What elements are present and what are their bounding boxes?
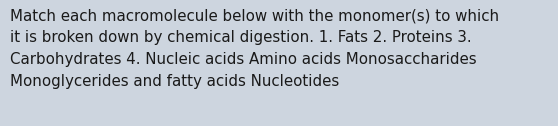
Text: Match each macromolecule below with the monomer(s) to which
it is broken down by: Match each macromolecule below with the … <box>10 9 499 89</box>
